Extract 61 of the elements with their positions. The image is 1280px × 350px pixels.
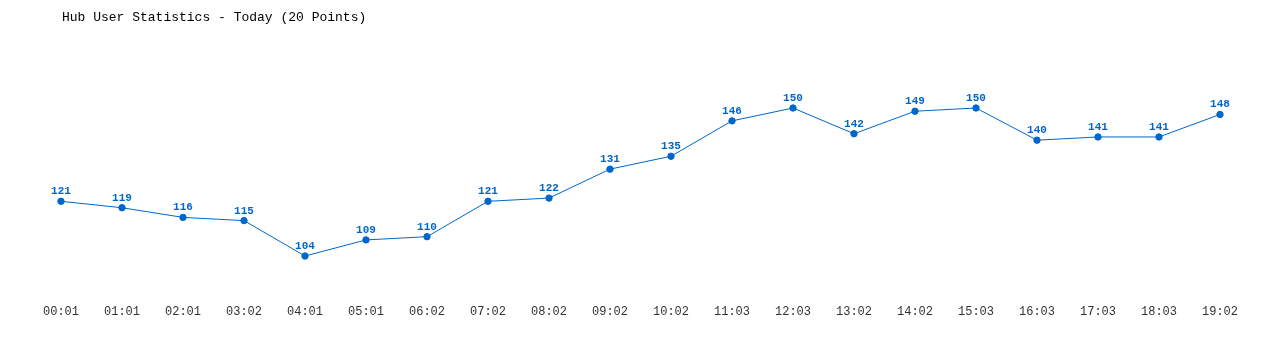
- x-tick-label: 16:03: [1018, 304, 1056, 319]
- x-tick-label: 12:03: [774, 304, 812, 319]
- point: [1033, 136, 1041, 144]
- x-tick-label: 07:02: [469, 304, 507, 319]
- data-label: 149: [905, 95, 925, 108]
- data-label: 110: [417, 220, 437, 233]
- x-tick-label: 04:01: [286, 304, 324, 319]
- data-label: 146: [722, 104, 742, 117]
- point: [606, 165, 614, 173]
- point: [484, 197, 492, 205]
- data-label: 140: [1027, 124, 1047, 137]
- point: [57, 197, 65, 205]
- data-label: 150: [783, 92, 803, 104]
- x-tick-label: 11:03: [713, 304, 751, 319]
- point: [240, 216, 248, 225]
- data-label: 141: [1149, 120, 1170, 133]
- data-label: 148: [1210, 98, 1231, 111]
- data-label: 116: [173, 201, 193, 214]
- x-tick-label: 09:02: [591, 304, 629, 319]
- point: [179, 213, 187, 222]
- x-tick-label: 19:02: [1201, 304, 1239, 319]
- x-tick-label: 15:03: [957, 304, 995, 319]
- point: [1216, 110, 1224, 119]
- data-label: 122: [539, 182, 559, 195]
- point: [423, 233, 431, 241]
- point: [301, 252, 309, 260]
- data-label: 119: [112, 191, 132, 204]
- point: [362, 236, 370, 244]
- x-tick-label: 17:03: [1079, 304, 1117, 319]
- x-tick-label: 08:02: [530, 304, 568, 319]
- point: [972, 104, 980, 112]
- data-label: 121: [478, 185, 499, 198]
- x-tick-label: 00:01: [42, 304, 80, 319]
- point: [667, 152, 675, 160]
- x-tick-label: 13:02: [835, 304, 873, 319]
- data-label: 109: [356, 223, 376, 236]
- data-label: 141: [1088, 120, 1109, 133]
- x-tick-label: 14:02: [896, 304, 934, 319]
- chart-title: Hub User Statistics - Today (20 Points): [62, 10, 367, 25]
- x-tick-label: 18:03: [1140, 304, 1178, 319]
- data-label: 135: [661, 140, 682, 153]
- data-label: 115: [234, 204, 255, 217]
- point: [728, 117, 736, 125]
- x-tick-label: 06:02: [408, 304, 446, 319]
- point: [911, 107, 919, 115]
- data-label: 121: [51, 185, 72, 198]
- data-label: 142: [844, 117, 864, 130]
- x-tick-label: 03:02: [225, 304, 263, 319]
- point: [789, 104, 797, 112]
- point: [1094, 133, 1102, 141]
- point: [850, 130, 858, 138]
- point: [1155, 133, 1163, 141]
- point: [118, 204, 126, 212]
- x-tick-label: 01:01: [103, 304, 141, 319]
- data-label: 150: [966, 92, 986, 104]
- x-tick-label: 05:01: [347, 304, 385, 319]
- x-tick-label: 02:01: [164, 304, 202, 319]
- data-label: 131: [600, 153, 621, 166]
- x-tick-label: 10:02: [652, 304, 690, 319]
- point: [545, 194, 553, 202]
- data-label: 104: [295, 240, 316, 252]
